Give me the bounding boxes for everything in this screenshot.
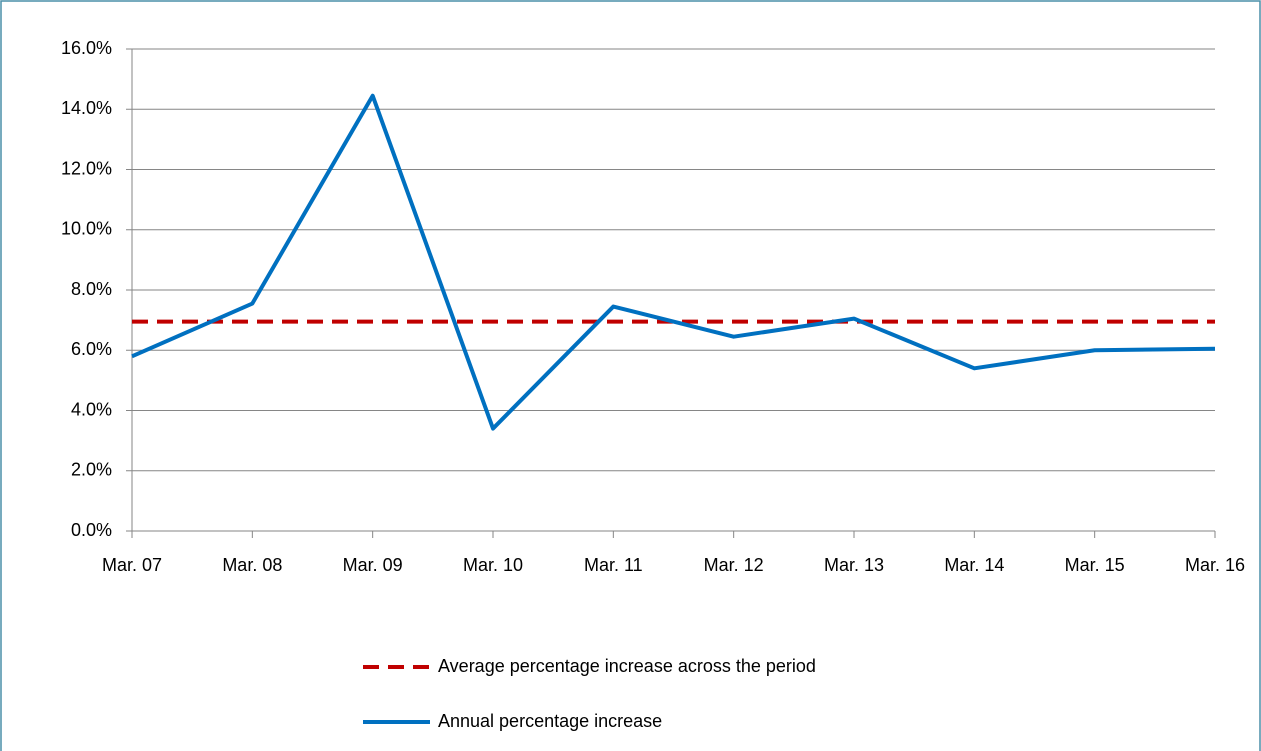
x-tick-label: Mar. 08 (222, 555, 282, 575)
series-line (131, 93, 1216, 431)
y-tick-label: 10.0% (61, 219, 112, 239)
y-tick-label: 16.0% (61, 38, 112, 58)
y-tick-label: 6.0% (71, 339, 112, 359)
x-tick-label: Mar. 11 (584, 555, 643, 575)
x-tick-label: Mar. 09 (343, 555, 403, 575)
y-tick-label: 4.0% (71, 399, 112, 419)
y-tick-label: 14.0% (61, 98, 112, 118)
y-tick-label: 2.0% (71, 460, 112, 480)
x-tick-label: Mar. 14 (944, 555, 1004, 575)
y-tick-label: 0.0% (71, 520, 112, 540)
y-tick-label: 8.0% (71, 279, 112, 299)
legend-label: Annual percentage increase (438, 711, 662, 731)
x-tick-label: Mar. 07 (102, 555, 162, 575)
x-tick-label: Mar. 15 (1065, 555, 1125, 575)
x-tick-label: Mar. 12 (704, 555, 764, 575)
x-tick-label: Mar. 16 (1185, 555, 1245, 575)
x-tick-label: Mar. 10 (463, 555, 523, 575)
x-tick-label: Mar. 13 (824, 555, 884, 575)
legend-label: Average percentage increase across the p… (438, 656, 816, 676)
y-tick-label: 12.0% (61, 158, 112, 178)
